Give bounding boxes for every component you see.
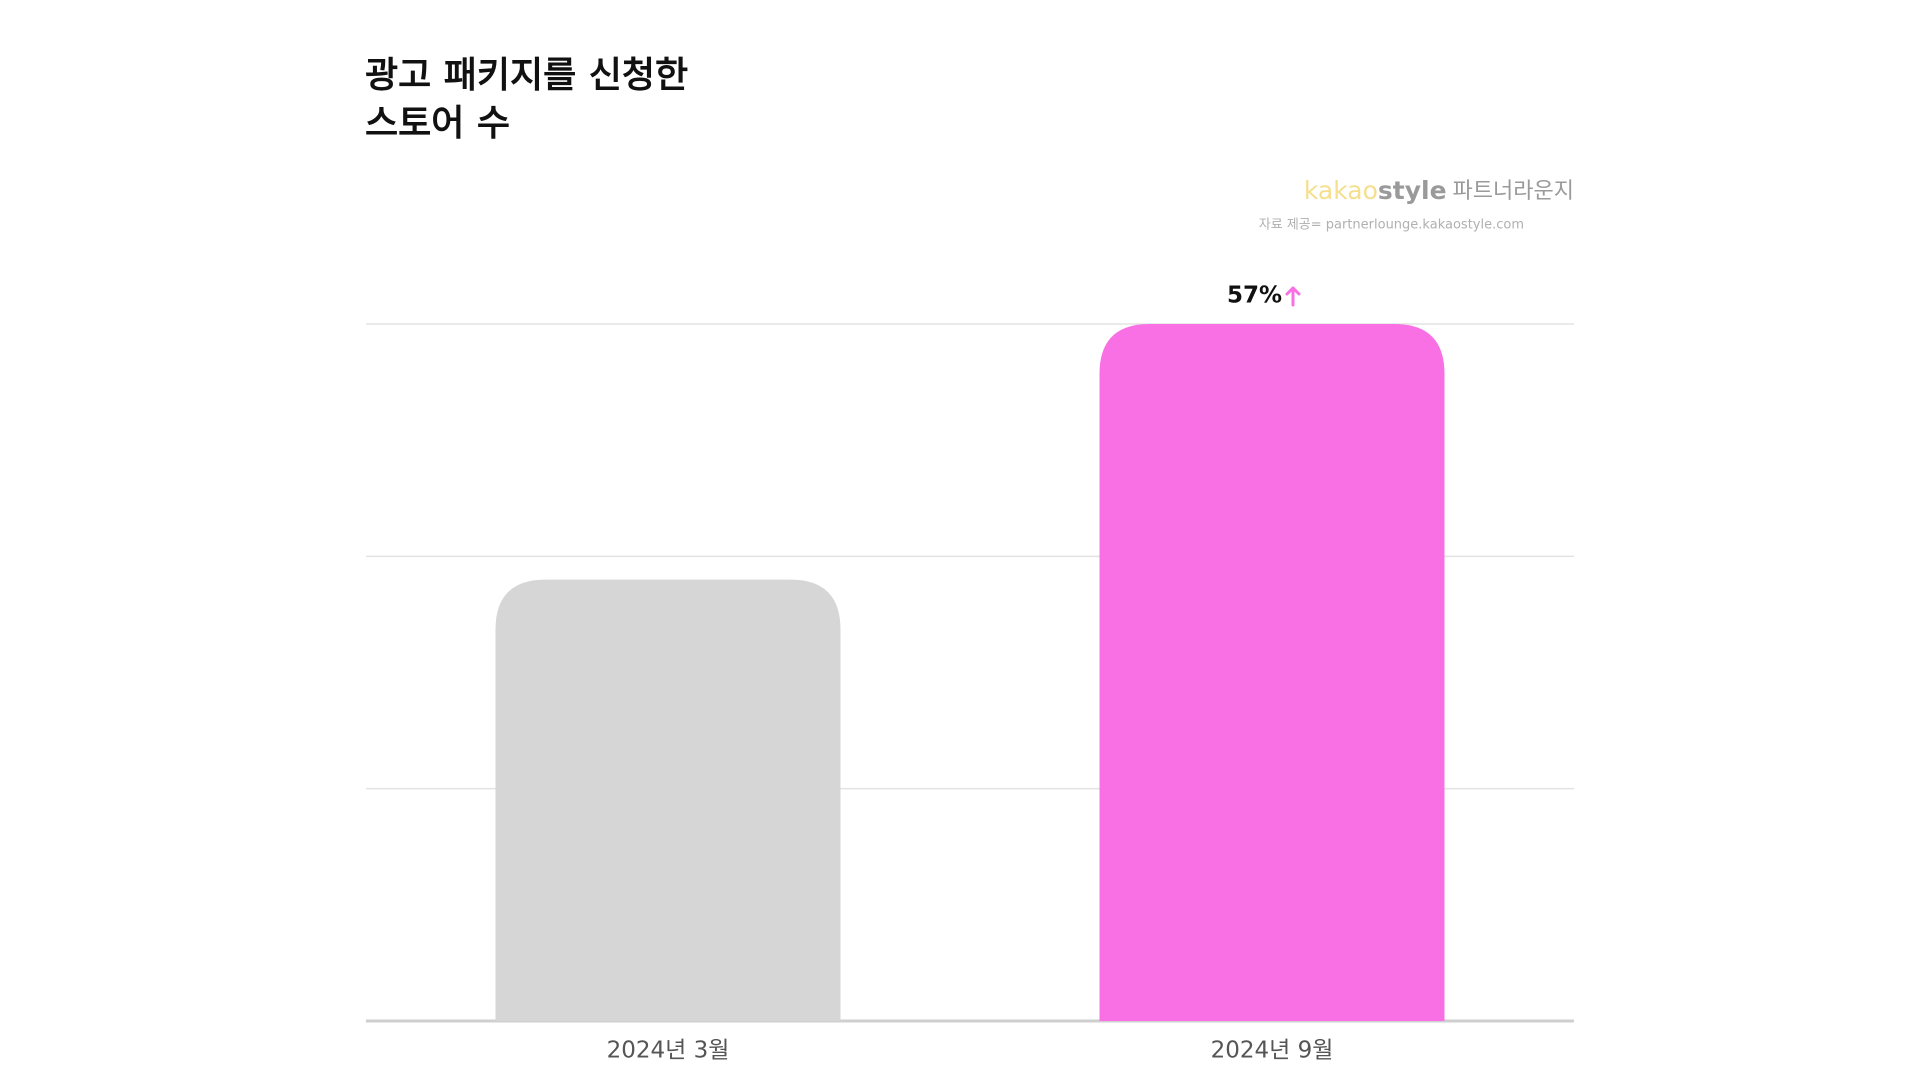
x-tick-label: 2024년 3월 bbox=[607, 1038, 730, 1064]
brand-logo: kakaostyle 파트너라운지 bbox=[1304, 176, 1574, 205]
annotation-arrow bbox=[1285, 286, 1301, 307]
brand-name: 파트너라운지 bbox=[1453, 179, 1574, 204]
source-note: 자료 제공= partnerlounge.kakaostyle.com bbox=[1259, 218, 1524, 233]
chart-title: 광고 패키지를 신청한 bbox=[365, 55, 688, 96]
bar bbox=[1099, 324, 1445, 1021]
brand-part: style bbox=[1378, 176, 1447, 205]
chart-title: 스토어 수 bbox=[365, 103, 510, 144]
brand-part: kakao bbox=[1304, 176, 1378, 205]
annotation: 57% bbox=[1227, 283, 1282, 309]
bars bbox=[495, 324, 1445, 1021]
x-tick-label: 2024년 9월 bbox=[1211, 1038, 1334, 1064]
bar bbox=[495, 579, 841, 1021]
